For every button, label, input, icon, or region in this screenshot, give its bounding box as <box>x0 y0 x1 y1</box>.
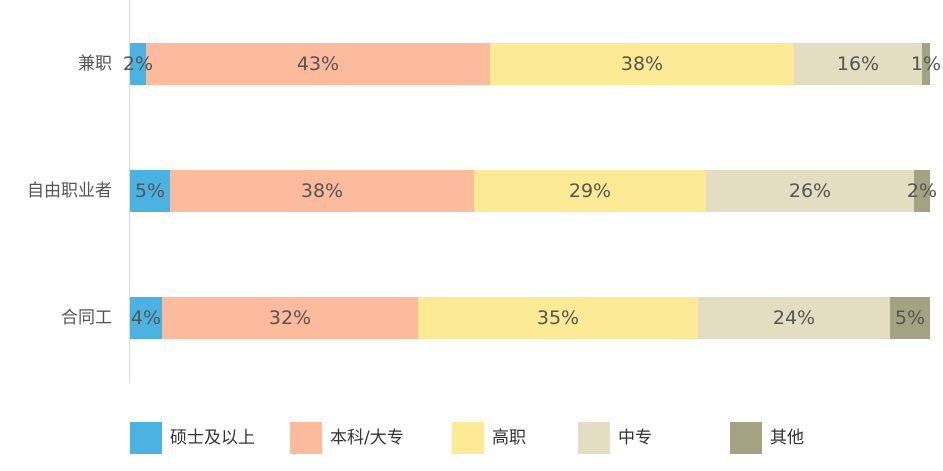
data-label: 43% <box>297 53 339 75</box>
bar-segment <box>890 297 930 339</box>
data-label: 2% <box>123 53 153 75</box>
data-label: 5% <box>135 180 165 202</box>
legend-swatch <box>452 422 484 454</box>
bar-segment <box>146 43 490 85</box>
bars <box>130 43 930 339</box>
legend-label: 中专 <box>618 428 652 448</box>
legend-swatch <box>290 422 322 454</box>
category-label: 合同工 <box>61 308 112 328</box>
legend-label: 高职 <box>492 428 526 448</box>
data-label: 32% <box>269 307 311 329</box>
legend-label: 其他 <box>770 428 804 448</box>
data-label: 26% <box>789 180 831 202</box>
bar-segment <box>418 297 698 339</box>
data-label: 1% <box>911 53 941 75</box>
legend-label: 硕士及以上 <box>170 428 255 448</box>
data-label: 4% <box>131 307 161 329</box>
bar-segment <box>474 170 706 212</box>
bar-segment <box>794 43 922 85</box>
category-label: 兼职 <box>78 54 112 74</box>
data-label: 38% <box>301 180 343 202</box>
legend-label: 本科/大专 <box>330 428 404 448</box>
legend-swatch <box>730 422 762 454</box>
bar-segment <box>914 170 930 212</box>
bar-segment <box>698 297 890 339</box>
bar-segment <box>130 43 146 85</box>
data-label: 5% <box>895 307 925 329</box>
legend-swatch <box>130 422 162 454</box>
bar-segment <box>162 297 418 339</box>
data-label: 29% <box>569 180 611 202</box>
data-label: 16% <box>837 53 879 75</box>
legend: 硕士及以上 本科/大专 高职 中专 其他 <box>130 422 804 454</box>
category-label: 自由职业者 <box>27 181 112 201</box>
bar-segment <box>922 43 930 85</box>
bar-segment <box>130 297 162 339</box>
bar-segment <box>490 43 794 85</box>
data-labels: 2% 43% 38% 16% 1% 5% 38% 29% 26% 2% 4% 32% 35% 24% 5% <box>123 53 941 329</box>
data-label: 24% <box>773 307 815 329</box>
data-label: 38% <box>621 53 663 75</box>
bar-segment <box>706 170 914 212</box>
data-label: 2% <box>907 180 937 202</box>
bar-segment <box>170 170 474 212</box>
data-label: 35% <box>537 307 579 329</box>
bar-segment <box>130 170 170 212</box>
legend-swatch <box>578 422 610 454</box>
